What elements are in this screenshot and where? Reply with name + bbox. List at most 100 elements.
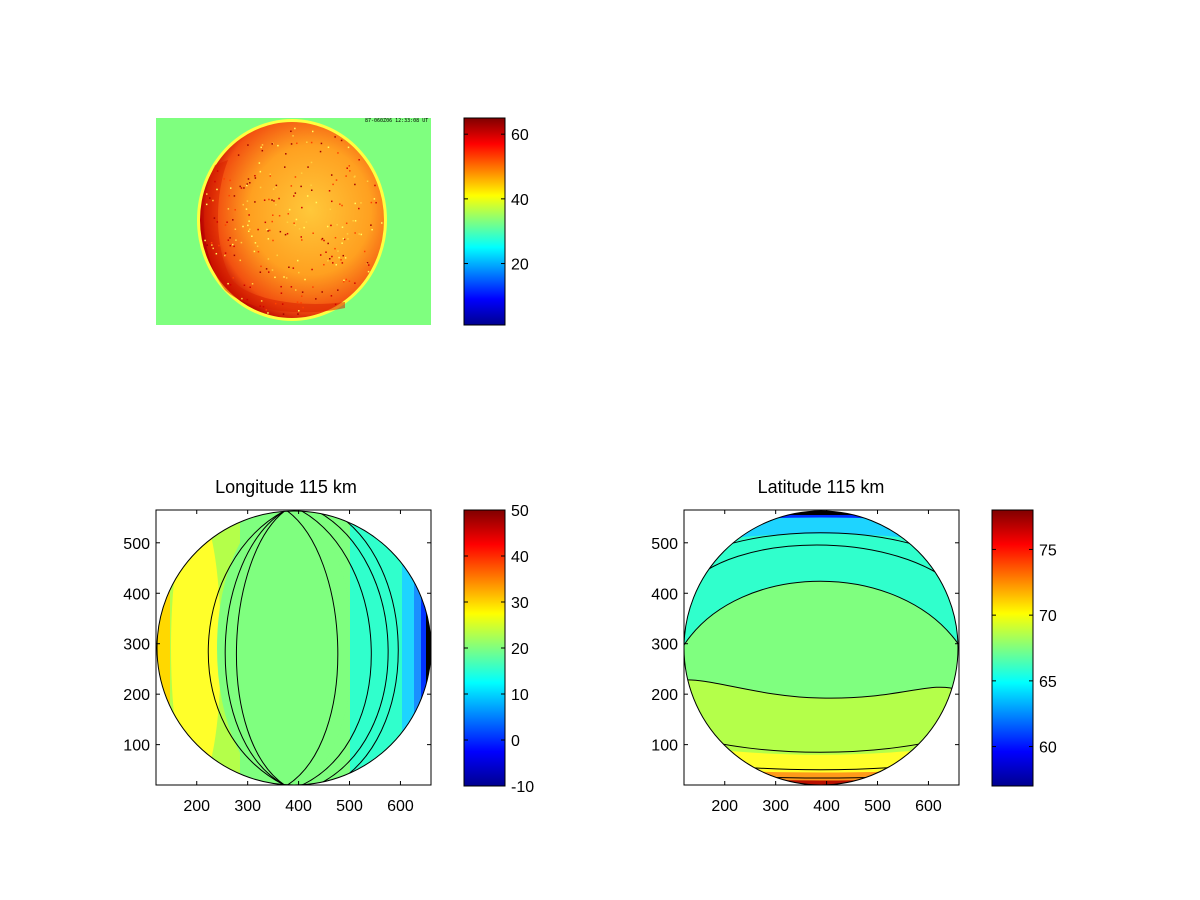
image-speckle [275,184,278,187]
image-speckle [341,262,344,264]
longitude-ytick-label: 300 [123,637,150,654]
image-speckle [343,279,345,282]
image-speckle [271,220,273,223]
longitude-colorbar-tick-label: 30 [511,595,529,612]
image-speckle [288,266,290,269]
image-speckle [275,186,277,188]
image-speckle [228,194,230,197]
image-speckle [290,130,292,133]
image-speckle [249,286,251,289]
latitude-ytick-label: 200 [651,687,678,704]
image-speckle [216,170,219,172]
image-speckle [233,195,236,197]
image-speckle [247,144,249,146]
image-speckle [282,313,285,315]
image-speckle [274,276,276,279]
longitude-ytick-label: 400 [123,586,150,603]
longitude-axes-box [155,509,432,786]
image-speckle [268,229,271,232]
image-speckle [342,254,345,257]
image-speckle [336,224,338,226]
image-speckle [339,203,341,205]
image-speckle [358,233,360,235]
image-speckle [298,271,300,274]
longitude-colorbar-tick-label: 50 [511,503,529,520]
image-speckle [229,237,231,239]
image-speckle [295,218,298,221]
image-speckle [330,295,333,297]
latitude-panel-title: Latitude 115 km [758,477,885,497]
image-speckle [345,278,348,281]
image-speckle [254,242,257,244]
image-speckle [224,224,227,226]
image-speckle [310,184,312,186]
image-speckle [277,144,279,147]
image-speckle [321,237,324,240]
image-speckle [231,243,234,246]
image-speckle [269,173,272,176]
image-speckle [249,228,251,231]
image-speckle [352,220,354,222]
image-speckle [290,143,293,145]
image-speckle [267,271,270,273]
image-speckle [254,177,257,179]
band-lon-0-5 [414,511,421,785]
image-speckle [260,146,262,149]
image-speckle [337,289,339,291]
image-speckle [249,182,251,184]
latitude-xtick-label: 200 [711,798,738,815]
image-speckle [233,254,236,257]
latitude-xtick-label: 600 [915,798,942,815]
image-speckle [205,203,208,206]
image-speckle [306,141,308,144]
image-speckle [263,199,266,201]
image-speckle [301,206,303,209]
image-speckle [209,197,211,199]
image-speckle [304,278,306,281]
image-speckle [370,224,372,226]
image-speckle [310,161,313,164]
longitude-ytick-label: 200 [123,687,150,704]
image-speckle [342,237,345,240]
image-speckle [261,149,264,152]
image-speckle [206,244,208,246]
image-speckle [288,208,291,211]
image-speckle [294,127,296,130]
image-speckle [240,187,243,189]
image-speckle [265,268,268,270]
image-speckle [247,178,250,180]
image-speckle [323,239,325,242]
image-speckle [354,232,356,234]
image-speckle [375,201,377,204]
image-speckle [242,203,245,206]
image-speckle [260,265,262,268]
image-speckle [335,264,338,266]
latitude-colorbar-tick-label: 65 [1039,674,1057,691]
band-lat-green [684,581,958,699]
image-speckle [243,187,245,189]
image-speckle [349,170,351,172]
image-speckle [327,146,330,149]
image-speckle [310,141,313,144]
latitude-xtick-label: 500 [864,798,891,815]
image-speckle [216,221,219,223]
image-speckle [224,254,226,257]
image-speckle [229,179,231,182]
image-speckle [235,239,237,241]
longitude-xtick-label: 500 [336,798,363,815]
image-speckle [326,225,329,228]
image-speckle [366,180,369,182]
image-speckle [311,268,313,271]
image-speckle [227,239,230,241]
image-speckle [272,214,274,216]
image-speckle [275,204,277,206]
image-speckle [283,276,285,278]
image-speckle [276,254,279,257]
image-speckle [269,175,272,177]
image-speckle [296,301,299,303]
image-speckle [234,209,236,211]
image-speckle [337,250,339,252]
image-speckle [306,195,309,197]
image-speckle [296,142,298,145]
image-speckle [366,261,369,264]
